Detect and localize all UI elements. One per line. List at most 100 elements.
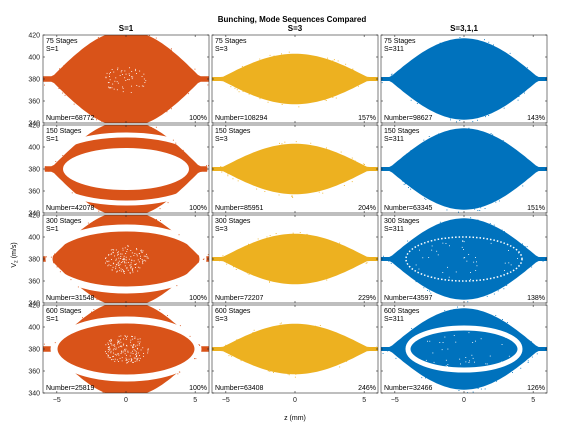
particle-speck [498, 200, 500, 202]
particle-speck [460, 363, 461, 365]
x-tick-label: 0 [124, 397, 128, 404]
particle-speck [107, 342, 109, 344]
particle-speck [279, 142, 280, 144]
particle-speck [143, 259, 145, 261]
particle-speck [122, 74, 123, 75]
particle-speck [507, 322, 508, 323]
particle-speck [142, 250, 144, 252]
particle-speck [45, 166, 47, 168]
particle-speck [110, 72, 111, 73]
particle-speck [496, 380, 497, 382]
particle-speck [472, 121, 474, 123]
particle-speck [403, 183, 405, 185]
particle-speck [419, 249, 420, 251]
particle-speck [188, 93, 189, 95]
particle-speck [118, 335, 120, 337]
particle-speck [121, 357, 123, 359]
particle-speck [108, 86, 110, 88]
particle-speck [462, 241, 464, 242]
particle-speck [124, 247, 126, 249]
particle-speck [269, 281, 271, 283]
particle-speck [108, 82, 110, 83]
percent-label: 143% [527, 115, 545, 122]
particle-speck [141, 251, 143, 253]
particle-speck [111, 259, 112, 260]
y-tick-label: 400 [28, 145, 40, 152]
particle-speck [238, 91, 240, 93]
particle-speck [215, 259, 217, 260]
x-tick-label: 0 [293, 397, 297, 404]
number-label: Number=68772 [46, 115, 95, 122]
particle-speck [444, 310, 446, 312]
particle-speck [108, 254, 110, 255]
particle-speck [117, 353, 119, 355]
particle-speck [343, 185, 345, 186]
particle-speck [294, 376, 296, 378]
particle-speck [126, 335, 128, 337]
particle-speck [457, 306, 458, 308]
particle-speck [253, 329, 255, 331]
particle-speck [139, 70, 141, 72]
particle-speck [503, 231, 505, 232]
particle-speck [112, 349, 114, 351]
particle-speck [189, 335, 191, 337]
particle-speck [126, 345, 128, 347]
particle-speck [526, 246, 528, 248]
particle-speck [517, 258, 518, 259]
particle-speck [116, 359, 118, 361]
particle-speck [140, 258, 141, 259]
particle-speck [123, 270, 124, 272]
particle-speck [179, 325, 181, 327]
y-tick-label: 340 [28, 391, 40, 398]
particle-speck [520, 367, 522, 369]
particle-speck [136, 166, 138, 167]
particle-speck [431, 245, 433, 247]
particle-speck [227, 175, 229, 177]
gap-ring [50, 316, 202, 382]
particle-speck [465, 357, 467, 358]
particle-speck [373, 347, 375, 349]
particle-speck [130, 250, 132, 251]
particle-speck [281, 53, 282, 55]
particle-speck [123, 261, 125, 262]
particle-speck [137, 259, 139, 261]
bunch-fill [381, 128, 547, 210]
particle-speck [438, 366, 440, 368]
particle-speck [125, 357, 127, 359]
particle-speck [117, 341, 119, 342]
particle-speck [259, 98, 261, 100]
particle-speck [524, 92, 525, 94]
particle-speck [98, 210, 100, 212]
particle-speck [122, 269, 124, 271]
particle-speck [118, 342, 120, 344]
particle-speck [475, 340, 476, 342]
particle-speck [120, 345, 122, 347]
particle-speck [115, 77, 117, 79]
particle-speck [194, 68, 196, 70]
particle-speck [137, 352, 139, 354]
particle-speck [512, 372, 513, 373]
column-title: S=3 [288, 24, 303, 33]
percent-label: 151% [527, 205, 545, 212]
particle-speck [131, 71, 133, 72]
particle-speck [531, 356, 533, 358]
particle-speck [195, 358, 197, 360]
particle-speck [122, 351, 124, 353]
particle-speck [406, 153, 407, 155]
particle-speck [439, 42, 441, 44]
particle-speck [119, 263, 121, 265]
particle-speck [415, 281, 417, 283]
particle-speck [112, 263, 114, 265]
particle-speck [542, 260, 544, 262]
y-tick-label: 340 [28, 121, 40, 128]
particle-speck [121, 360, 123, 362]
particle-speck [508, 355, 510, 357]
x-tick-label: 0 [462, 397, 466, 404]
particle-speck [123, 257, 125, 259]
particle-speck [129, 162, 131, 164]
particle-speck [292, 197, 294, 198]
particle-speck [363, 163, 365, 165]
particle-speck [133, 349, 135, 351]
particle-speck [102, 391, 104, 393]
